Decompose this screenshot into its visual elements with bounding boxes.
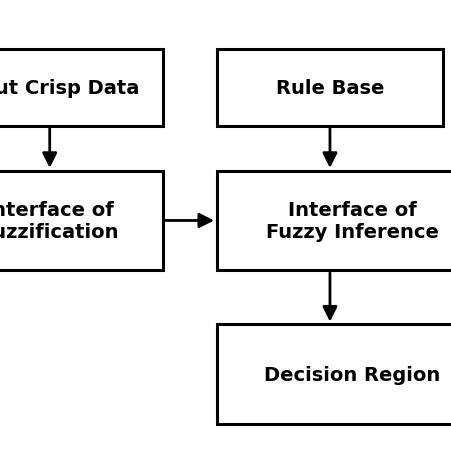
FancyBboxPatch shape: [216, 325, 451, 424]
Text: Interface of
Fuzzy Inference: Interface of Fuzzy Inference: [266, 201, 438, 241]
FancyBboxPatch shape: [216, 171, 451, 271]
FancyBboxPatch shape: [216, 50, 442, 126]
FancyBboxPatch shape: [0, 50, 162, 126]
Text: Input Crisp Data: Input Crisp Data: [0, 78, 139, 97]
Text: Rule Base: Rule Base: [275, 78, 383, 97]
Text: Decision Region: Decision Region: [264, 365, 440, 384]
Text: Interface of
Fuzzification: Interface of Fuzzification: [0, 201, 119, 241]
FancyBboxPatch shape: [0, 171, 162, 271]
